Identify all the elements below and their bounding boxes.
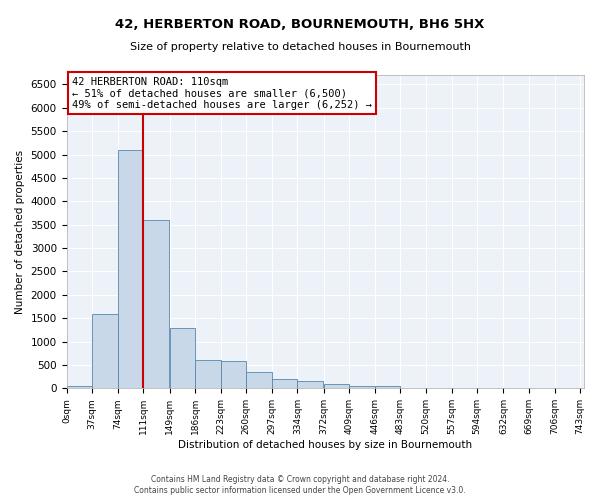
- Bar: [195, 360, 221, 388]
- Text: Size of property relative to detached houses in Bournemouth: Size of property relative to detached ho…: [130, 42, 470, 52]
- Bar: [170, 328, 195, 388]
- X-axis label: Distribution of detached houses by size in Bournemouth: Distribution of detached houses by size …: [178, 440, 472, 450]
- Bar: [246, 372, 272, 388]
- Bar: [323, 384, 349, 388]
- Text: 42 HERBERTON ROAD: 110sqm
← 51% of detached houses are smaller (6,500)
49% of se: 42 HERBERTON ROAD: 110sqm ← 51% of detac…: [71, 76, 371, 110]
- Y-axis label: Number of detached properties: Number of detached properties: [15, 150, 25, 314]
- Bar: [143, 220, 169, 388]
- Bar: [118, 150, 143, 388]
- Bar: [298, 382, 323, 388]
- Text: 42, HERBERTON ROAD, BOURNEMOUTH, BH6 5HX: 42, HERBERTON ROAD, BOURNEMOUTH, BH6 5HX: [115, 18, 485, 30]
- Bar: [375, 386, 400, 388]
- Bar: [221, 361, 246, 388]
- Text: Contains HM Land Registry data © Crown copyright and database right 2024.: Contains HM Land Registry data © Crown c…: [151, 474, 449, 484]
- Bar: [349, 386, 375, 388]
- Bar: [92, 314, 118, 388]
- Bar: [272, 379, 298, 388]
- Text: Contains public sector information licensed under the Open Government Licence v3: Contains public sector information licen…: [134, 486, 466, 495]
- Bar: [67, 386, 92, 388]
